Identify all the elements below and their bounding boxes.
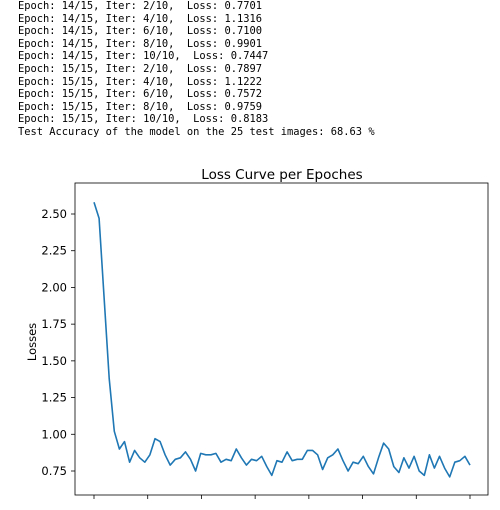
y-tick-label: 0.75 bbox=[41, 464, 67, 478]
y-tick-label: 1.75 bbox=[41, 317, 67, 331]
console-line: Epoch: 15/15, Iter: 8/10, Loss: 0.9759 bbox=[18, 101, 375, 114]
console-line: Epoch: 14/15, Iter: 6/10, Loss: 0.7100 bbox=[18, 25, 375, 38]
y-tick-label: 1.50 bbox=[41, 354, 67, 368]
y-axis-label: Losses bbox=[25, 323, 39, 361]
console-line: Epoch: 15/15, Iter: 6/10, Loss: 0.7572 bbox=[18, 88, 375, 101]
chart-title: Loss Curve per Epoches bbox=[201, 167, 362, 183]
console-line: Epoch: 15/15, Iter: 4/10, Loss: 1.1222 bbox=[18, 76, 375, 89]
y-tick-label: 2.00 bbox=[41, 280, 67, 294]
console-output: Epoch: 14/15, Iter: 2/10, Loss: 0.7701 Ep… bbox=[18, 0, 375, 139]
y-tick-label: 1.00 bbox=[41, 427, 67, 441]
loss-series-line bbox=[94, 202, 470, 477]
console-line: Epoch: 15/15, Iter: 2/10, Loss: 0.7897 bbox=[18, 63, 375, 76]
loss-chart-svg: Loss Curve per Epoches Losses 0.75 1.00 1.… bbox=[0, 160, 500, 510]
y-tick-label: 1.25 bbox=[41, 391, 67, 405]
y-ticks: 0.75 1.00 1.25 1.50 1.75 2.00 2.25 2.50 bbox=[41, 207, 75, 478]
y-tick-label: 2.25 bbox=[41, 244, 67, 258]
console-line: Epoch: 14/15, Iter: 2/10, Loss: 0.7701 bbox=[18, 0, 375, 13]
console-line: Epoch: 14/15, Iter: 8/10, Loss: 0.9901 bbox=[18, 38, 375, 51]
y-tick-label: 2.50 bbox=[41, 207, 67, 221]
console-line: Epoch: 14/15, Iter: 4/10, Loss: 1.1316 bbox=[18, 13, 375, 26]
plot-frame bbox=[75, 183, 488, 495]
x-ticks bbox=[94, 495, 470, 499]
loss-chart: Loss Curve per Epoches Losses 0.75 1.00 1.… bbox=[0, 160, 500, 510]
test-accuracy-line: Test Accuracy of the model on the 25 tes… bbox=[18, 126, 375, 139]
console-line: Epoch: 15/15, Iter: 10/10, Loss: 0.8183 bbox=[18, 113, 375, 126]
console-line: Epoch: 14/15, Iter: 10/10, Loss: 0.7447 bbox=[18, 50, 375, 63]
